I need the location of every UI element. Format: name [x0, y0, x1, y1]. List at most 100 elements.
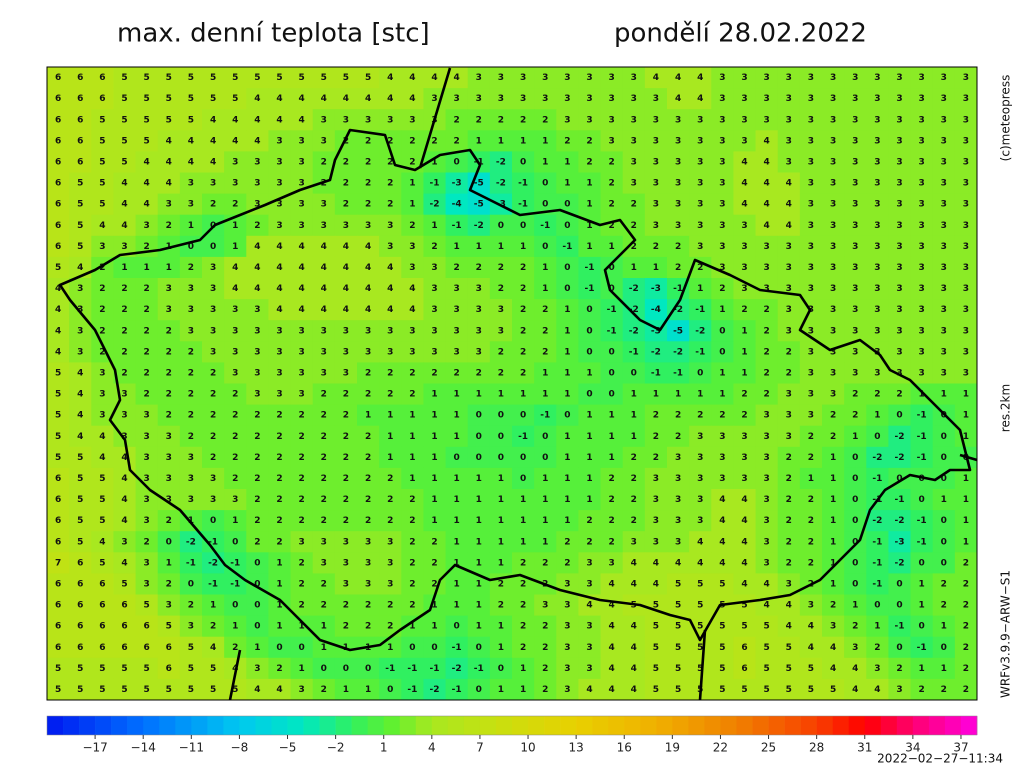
field-cell: [224, 278, 247, 300]
cell-value: 3: [830, 179, 836, 189]
cell-value: 3: [697, 115, 703, 125]
colorbar-segment: [640, 716, 657, 735]
colorbar-tick-label: 4: [428, 741, 436, 755]
field-cell: [47, 130, 70, 152]
cell-value: 5: [77, 221, 83, 231]
cell-value: 2: [830, 601, 836, 611]
field-cell: [733, 88, 757, 110]
field-cell: [445, 341, 469, 363]
field-cell: [224, 383, 247, 406]
cell-value: 0: [476, 453, 482, 463]
cell-value: 3: [343, 579, 349, 589]
field-cell: [157, 446, 181, 469]
cell-value: 3: [874, 368, 880, 378]
field-cell: [135, 446, 159, 469]
field-cell: [600, 341, 624, 363]
cell-value: 0: [498, 432, 504, 442]
cell-value: 5: [55, 390, 61, 400]
field-cell: [534, 383, 557, 406]
field-cell: [224, 362, 247, 384]
cell-value: 1: [963, 474, 969, 484]
cell-value: 2: [542, 305, 548, 315]
cell-value: 0: [210, 516, 216, 526]
cell-value: 3: [786, 115, 792, 125]
cell-value: 2: [609, 537, 615, 547]
cell-value: 3: [919, 284, 925, 294]
cell-value: 4: [741, 200, 747, 210]
field-cell: [799, 341, 823, 363]
cell-value: 6: [55, 516, 61, 526]
cell-value: -1: [540, 221, 550, 231]
cell-value: 3: [963, 221, 969, 231]
cell-value: 2: [719, 284, 725, 294]
field-cell: [556, 383, 579, 406]
cell-value: 1: [476, 474, 482, 484]
field-cell: [246, 341, 269, 363]
field-cell: [401, 130, 424, 152]
field-cell: [888, 446, 912, 469]
cell-value: 3: [232, 305, 238, 315]
cell-value: 5: [675, 685, 681, 695]
cell-value: 2: [542, 347, 548, 357]
cell-value: 3: [210, 263, 216, 273]
cell-value: 2: [299, 579, 305, 589]
field-cell: [467, 193, 491, 216]
cell-value: 1: [852, 432, 858, 442]
field-cell: [401, 193, 424, 216]
cell-value: 3: [166, 432, 172, 442]
field-cell: [246, 214, 269, 237]
field-cell: [888, 214, 912, 237]
field-cell: [578, 151, 602, 173]
field-cell: [644, 67, 668, 89]
cell-value: 6: [741, 643, 747, 653]
field-cell: [91, 235, 114, 258]
cell-value: 5: [166, 73, 172, 83]
field-cell: [47, 193, 70, 216]
cell-value: 6: [77, 579, 83, 589]
cell-value: 2: [409, 579, 415, 589]
cell-value: 4: [299, 284, 305, 294]
cell-value: 3: [188, 305, 194, 315]
field-cell: [179, 383, 203, 406]
cell-value: 2: [564, 558, 570, 568]
field-cell: [334, 278, 358, 300]
cell-value: 3: [254, 390, 260, 400]
field-cell: [47, 109, 70, 131]
cell-value: 0: [520, 411, 526, 421]
colorbar-tick-label: 16: [617, 741, 632, 755]
field-cell: [932, 467, 956, 490]
cell-value: 1: [387, 411, 393, 421]
cell-value: 3: [254, 305, 260, 315]
cell-value: 3: [675, 115, 681, 125]
cell-value: 3: [232, 368, 238, 378]
cell-value: 3: [365, 537, 371, 547]
cell-value: 2: [232, 453, 238, 463]
field-cell: [556, 320, 579, 342]
cell-value: 0: [476, 432, 482, 442]
cell-value: 3: [830, 73, 836, 83]
cell-value: 1: [852, 601, 858, 611]
field-cell: [379, 425, 402, 448]
cell-value: 2: [166, 390, 172, 400]
cell-value: 1: [830, 516, 836, 526]
field-cell: [799, 278, 823, 300]
cell-value: 4: [254, 136, 260, 146]
cell-value: 6: [55, 221, 61, 231]
colorbar-segment: [960, 716, 978, 735]
field-cell: [290, 151, 314, 173]
field-cell: [401, 278, 424, 300]
cell-value: 0: [719, 347, 725, 357]
field-cell: [69, 404, 92, 427]
field-cell: [467, 88, 491, 110]
field-cell: [822, 467, 845, 490]
cell-value: 3: [166, 453, 172, 463]
field-cell: [246, 446, 269, 469]
cell-value: 2: [542, 326, 548, 336]
cell-value: 3: [321, 115, 327, 125]
field-cell: [910, 425, 934, 448]
cell-value: 2: [963, 579, 969, 589]
cell-value: 3: [896, 347, 902, 357]
field-cell: [689, 193, 712, 216]
field-cell: [467, 256, 491, 279]
field-cell: [954, 278, 978, 300]
